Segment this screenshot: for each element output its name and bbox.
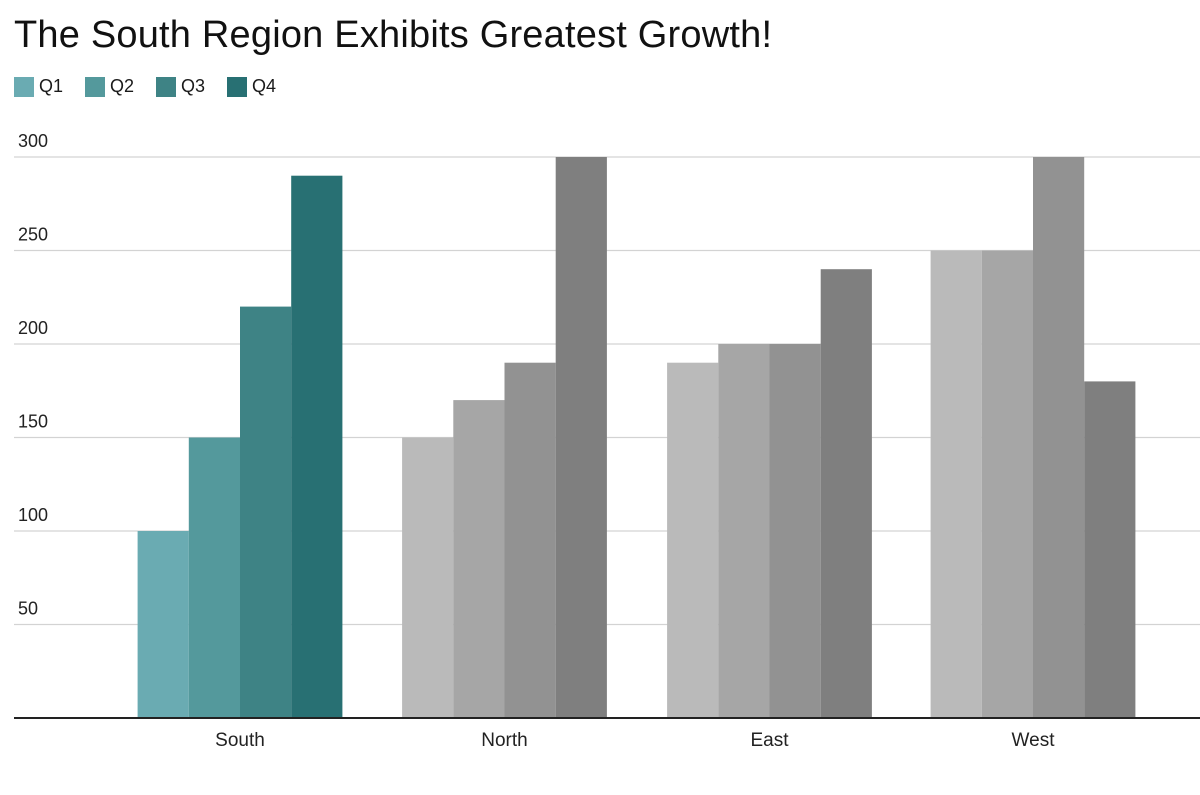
legend-swatch-q4 [227,76,248,97]
y-tick-label-250: 250 [18,225,48,245]
x-category-label-west: West [1012,730,1056,751]
bar-east-q2 [718,344,770,718]
y-tick-label-150: 150 [18,412,48,432]
legend-label-q1: Q1 [39,76,64,96]
x-category-label-south: South [215,730,265,751]
x-category-label-east: East [750,730,789,751]
bar-north-q4 [555,157,607,718]
bar-west-q4 [1084,381,1136,718]
legend-swatch-q2 [85,76,106,97]
bar-west-q2 [981,250,1033,718]
bar-north-q1 [402,437,454,718]
legend-item-q1: Q1 [14,76,63,97]
legend-label-q2: Q2 [110,76,135,96]
legend-label-q4: Q4 [252,76,277,96]
x-category-label-north: North [481,730,527,751]
bar-east-q3 [769,344,821,718]
bar-south-q2 [188,437,240,718]
chart-title: The South Region Exhibits Greatest Growt… [14,14,773,56]
bar-south-q1 [137,531,189,718]
y-tick-label-50: 50 [18,599,38,619]
y-tick-label-300: 300 [18,131,48,151]
legend-item-q3: Q3 [156,76,205,97]
legend-swatch-q3 [156,76,177,97]
legend-item-q4: Q4 [227,76,276,97]
legend-item-q2: Q2 [85,76,134,97]
bar-west-q1 [930,250,982,718]
bar-east-q1 [667,362,719,718]
bar-south-q4 [291,175,343,718]
bar-east-q4 [820,269,872,718]
legend-swatch-q1 [14,76,34,97]
y-tick-label-200: 200 [18,318,48,338]
bar-south-q3 [240,306,292,718]
legend-label-q3: Q3 [181,76,206,96]
bar-north-q2 [453,400,505,718]
bar-north-q3 [504,362,556,718]
bar-west-q3 [1033,157,1085,718]
y-tick-label-100: 100 [18,505,48,525]
legend: Q1 Q2 Q3 Q4 [14,76,298,97]
